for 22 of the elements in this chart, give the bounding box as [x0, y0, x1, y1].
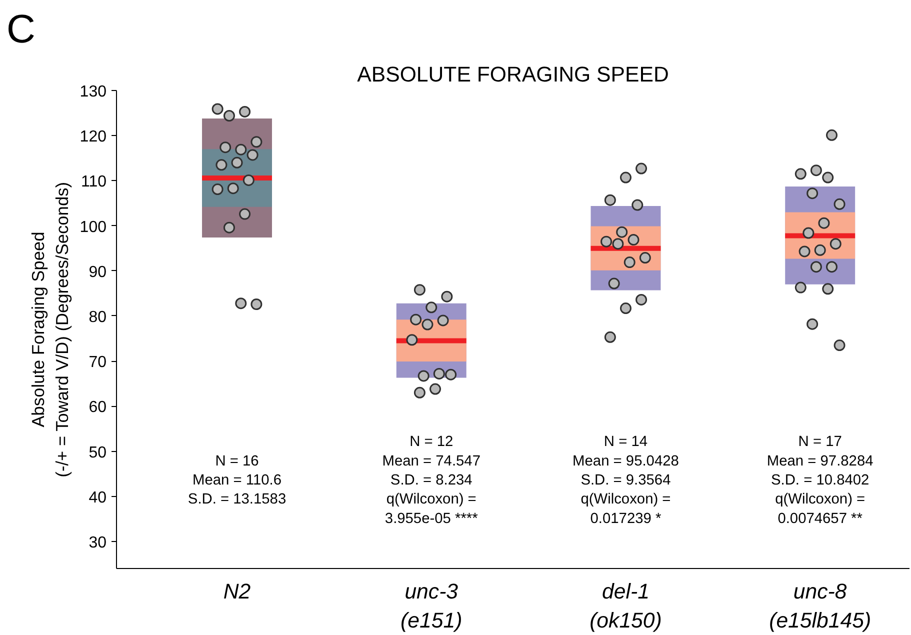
y-tick-label: 70 [88, 354, 107, 372]
annotation: N = 17 Mean = 97.8284 S.D. = 10.8402 q(Wilcoxon) = 0.0074657 ** [766, 434, 874, 527]
x-tick-label: del-1 (ok150) [590, 580, 662, 632]
chart-title: ABSOLUTE FORAGING SPEED [357, 62, 669, 86]
y-axis-title: Absolute Foraging Speed (-/+ = Toward V/D) (Degrees/Seconds) [28, 182, 72, 478]
y-tick-label: 30 [88, 534, 107, 552]
annotation: N = 14 Mean = 95.0428 S.D. = 9.3564 q(Wilcoxon) = 0.017239 * [572, 434, 679, 527]
y-tick-label: 110 [80, 174, 107, 191]
y-tick-label: 50 [88, 444, 107, 462]
x-tick-label: unc-8 (e15lb145) [769, 580, 872, 632]
x-tick-label: N2 [223, 580, 251, 604]
y-tick-label: 90 [88, 264, 107, 281]
y-tick-label: 60 [88, 399, 107, 416]
y-tick-label: 80 [88, 308, 107, 326]
x-tick-label: unc-3 (e151) [400, 580, 462, 632]
annotation: N = 16 Mean = 110.6 S.D. = 13.1583 [188, 453, 286, 508]
text: C [6, 8, 36, 52]
annotation: N = 12 Mean = 74.547 S.D. = 8.234 q(Wilcoxon) = 3.955e-05 **** [382, 434, 480, 527]
y-tick-label: 120 [80, 128, 107, 146]
y-tick-label: 100 [80, 218, 107, 236]
y-tick-label: 40 [88, 489, 107, 506]
y-tick-label: 130 [80, 84, 107, 100]
